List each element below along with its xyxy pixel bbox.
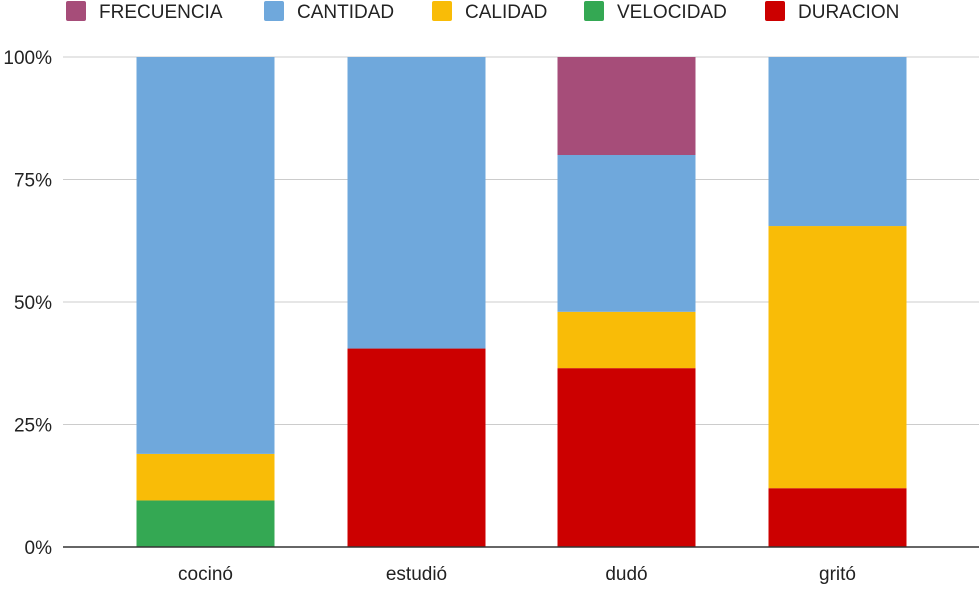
bar-grito-duracion — [768, 488, 907, 547]
legend-swatch — [765, 1, 785, 21]
x-tick-label-dudo: dudó — [605, 564, 647, 585]
legend-item-frecuencia: FRECUENCIA — [66, 1, 223, 23]
legend: FRECUENCIA CANTIDAD CALIDAD VELOCIDAD DURACI… — [66, 1, 899, 23]
x-axis-ticks: cocinó estudió dudó gritó — [178, 564, 856, 585]
bars — [136, 57, 907, 547]
x-tick-label-estudio: estudió — [386, 564, 447, 585]
legend-swatch — [66, 1, 86, 21]
bar-dudo-calidad — [557, 311, 696, 369]
bar-estudio-duracion — [347, 348, 486, 547]
bar-dudo-cantidad — [557, 155, 696, 312]
bar-grito-calidad — [768, 226, 907, 489]
bar-dudo-duracion — [557, 368, 696, 547]
bar-grito-cantidad — [768, 57, 907, 227]
y-tick-label: 75% — [14, 171, 52, 192]
legend-swatch — [584, 1, 604, 21]
bar-dudo-frecuencia — [557, 57, 696, 155]
legend-label: FRECUENCIA — [99, 2, 223, 23]
y-tick-label: 25% — [14, 416, 52, 437]
bar-cocino-calidad — [136, 453, 275, 501]
legend-item-velocidad: VELOCIDAD — [584, 1, 727, 23]
legend-label: DURACION — [798, 2, 899, 23]
y-tick-label: 100% — [3, 48, 52, 69]
bar-cocino-cantidad — [136, 57, 275, 454]
legend-label: CALIDAD — [465, 2, 547, 23]
y-axis-ticks: 0% 25% 50% 75% 100% — [3, 48, 52, 559]
x-tick-label-grito: gritó — [819, 564, 856, 585]
bar-cocino-velocidad — [136, 500, 275, 547]
legend-swatch — [264, 1, 284, 21]
y-tick-label: 0% — [25, 538, 53, 559]
x-tick-label-cocino: cocinó — [178, 564, 233, 585]
legend-item-calidad: CALIDAD — [432, 1, 547, 23]
legend-item-cantidad: CANTIDAD — [264, 1, 394, 23]
legend-label: VELOCIDAD — [617, 2, 727, 23]
bar-estudio-cantidad — [347, 57, 486, 349]
legend-item-duracion: DURACION — [765, 1, 899, 23]
legend-swatch — [432, 1, 452, 21]
y-tick-label: 50% — [14, 293, 52, 314]
legend-label: CANTIDAD — [297, 2, 394, 23]
